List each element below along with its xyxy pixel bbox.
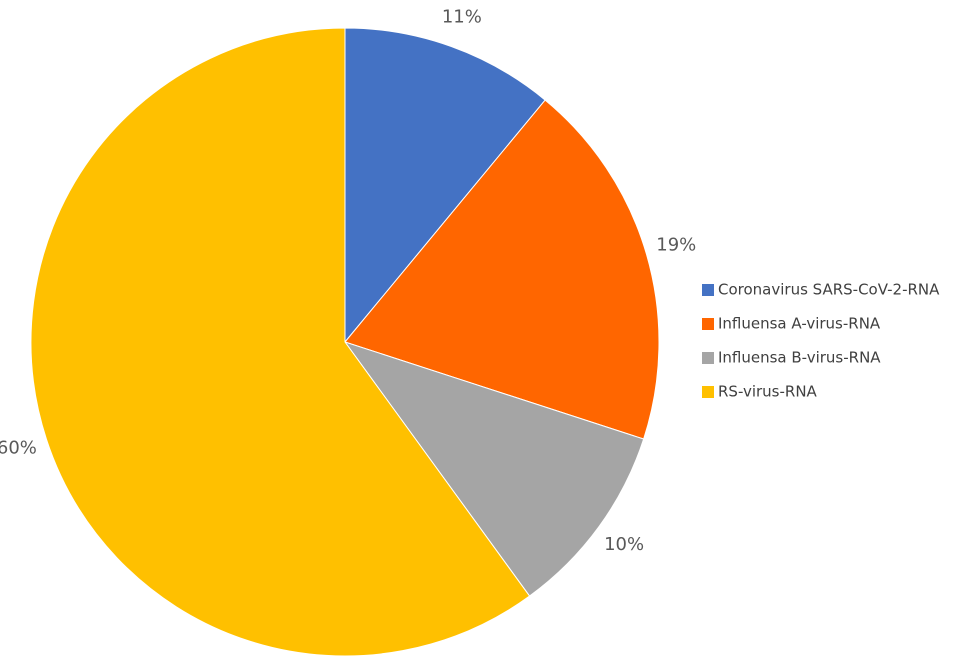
legend-swatch xyxy=(702,284,714,296)
pie-slice xyxy=(344,99,660,440)
data-label: 10% xyxy=(604,534,644,555)
legend-label: RS-virus-RNA xyxy=(718,383,818,401)
legend-label: Influensa A-virus-RNA xyxy=(718,315,881,333)
legend-swatch xyxy=(702,318,714,330)
pie-slice xyxy=(30,27,531,657)
legend-swatch xyxy=(702,386,714,398)
pie-slice xyxy=(343,341,645,597)
legend-label: Influensa B-virus-RNA xyxy=(718,349,881,367)
legend-label: Coronavirus SARS-CoV-2-RNA xyxy=(718,281,940,299)
data-label: 19% xyxy=(656,235,696,256)
pie-slice xyxy=(344,27,546,344)
legend-swatch xyxy=(702,352,714,364)
data-label: 60% xyxy=(0,438,37,459)
data-label: 11% xyxy=(442,6,482,27)
